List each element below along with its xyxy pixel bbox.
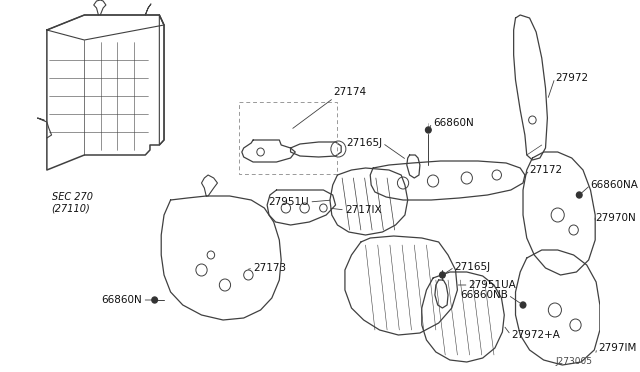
Text: 66860NA: 66860NA	[591, 180, 638, 190]
Text: 66860N: 66860N	[433, 118, 474, 128]
Text: J273005: J273005	[556, 357, 593, 366]
Text: 27165J: 27165J	[454, 262, 491, 272]
Text: 27972: 27972	[555, 73, 588, 83]
Circle shape	[152, 297, 157, 303]
Circle shape	[440, 272, 445, 278]
Bar	[239, 102, 337, 174]
Text: 27173: 27173	[253, 263, 286, 273]
Text: 27165J: 27165J	[346, 138, 383, 148]
Circle shape	[426, 127, 431, 133]
Text: 27174: 27174	[333, 87, 367, 97]
Text: 27951UA: 27951UA	[468, 280, 516, 290]
Text: 66860N: 66860N	[102, 295, 143, 305]
Circle shape	[520, 302, 526, 308]
Text: 27172: 27172	[529, 165, 563, 175]
Text: 27972+A: 27972+A	[511, 330, 560, 340]
Text: 2717IX: 2717IX	[345, 205, 381, 215]
Text: SEC 270
(27110): SEC 270 (27110)	[52, 192, 93, 214]
Text: 2797IM: 2797IM	[598, 343, 636, 353]
Text: 27970N: 27970N	[595, 213, 636, 223]
Text: 27951U: 27951U	[269, 197, 309, 207]
Circle shape	[577, 192, 582, 198]
Text: 66860NB: 66860NB	[460, 290, 508, 300]
